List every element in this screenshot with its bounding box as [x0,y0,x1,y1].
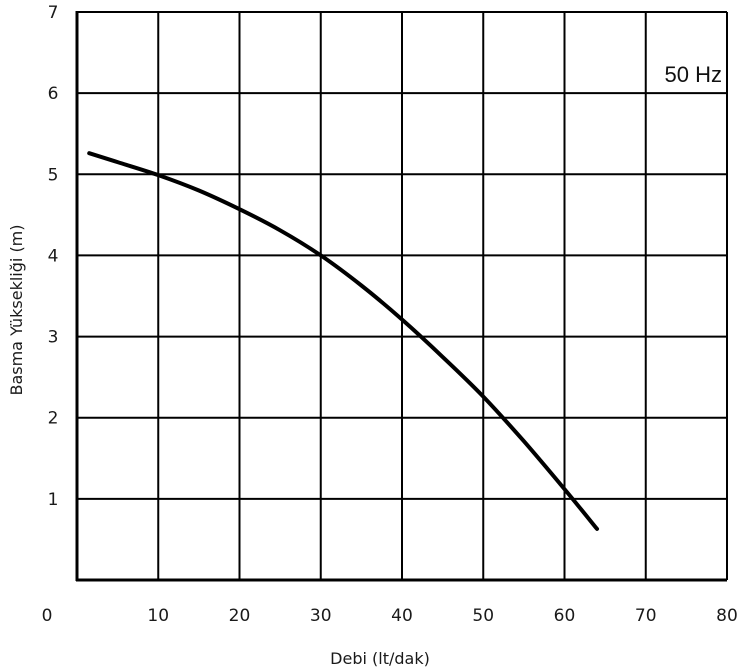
grid [77,11,728,580]
x-tick-label-80: 80 [716,606,738,626]
y-tick-label-6: 6 [48,84,59,104]
x-tick-label-0: 0 [42,606,53,626]
y-tick-label-1: 1 [48,490,59,510]
axes [75,11,727,582]
x-tick-label-30: 30 [310,606,332,626]
x-tick-label-20: 20 [229,606,251,626]
y-tick-label-2: 2 [48,409,59,429]
y-tick-labels: 1 2 3 4 5 6 7 [48,3,59,510]
y-tick-label-4: 4 [48,246,59,266]
series-layer [87,151,599,531]
x-tick-label-50: 50 [472,606,494,626]
series-line-0 [87,151,599,531]
x-tick-labels: 0 10 20 30 40 50 60 70 80 [42,606,738,626]
x-tick-label-70: 70 [635,606,657,626]
x-axis-label: Debi (lt/dak) [330,649,430,668]
y-axis-label: Basma Yüksekliği (m) [7,224,26,395]
y-tick-label-5: 5 [48,165,59,185]
y-tick-label-7: 7 [48,3,59,23]
y-tick-label-3: 3 [48,328,59,348]
x-tick-label-40: 40 [391,606,413,626]
x-tick-label-60: 60 [554,606,576,626]
x-tick-label-10: 10 [147,606,169,626]
frequency-annotation: 50 Hz [665,62,722,87]
